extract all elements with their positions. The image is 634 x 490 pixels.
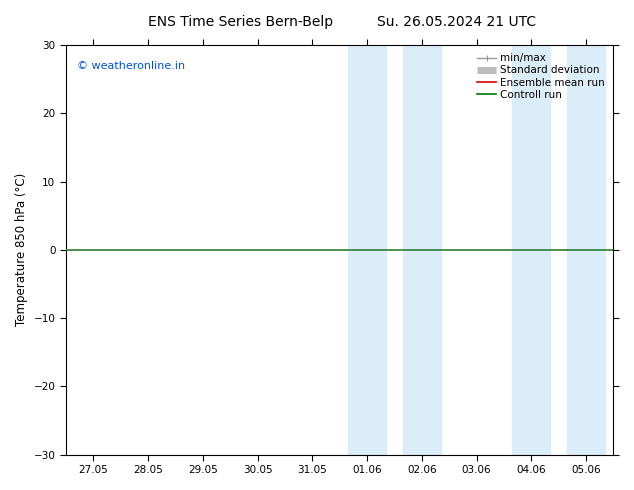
Bar (403, 45, 441, 455)
Legend: min/max, Standard deviation, Ensemble mean run, Controll run: min/max, Standard deviation, Ensemble me… (474, 50, 608, 103)
Y-axis label: Temperature 850 hPa (°C): Temperature 850 hPa (°C) (15, 173, 28, 326)
Bar (348, 45, 386, 455)
Text: Su. 26.05.2024 21 UTC: Su. 26.05.2024 21 UTC (377, 15, 536, 29)
Bar (567, 45, 605, 455)
Bar (512, 45, 550, 455)
Text: ENS Time Series Bern-Belp: ENS Time Series Bern-Belp (148, 15, 333, 29)
Text: © weatheronline.in: © weatheronline.in (77, 61, 185, 72)
